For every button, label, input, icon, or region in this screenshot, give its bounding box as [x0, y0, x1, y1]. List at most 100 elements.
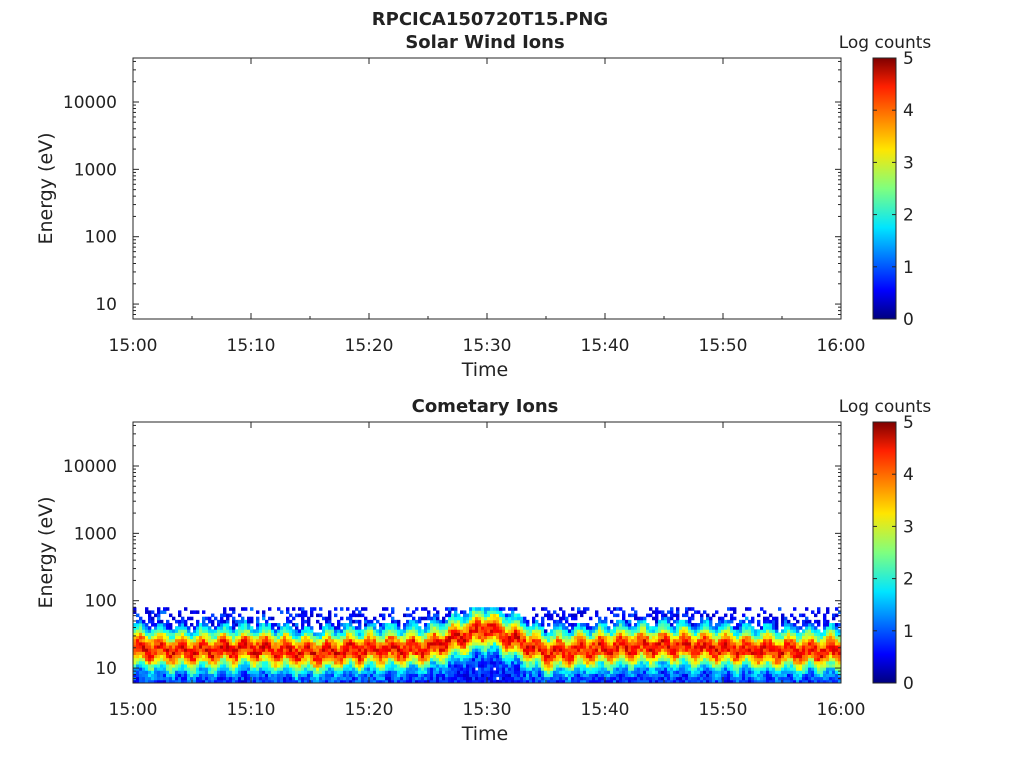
spectrogram-cell	[487, 664, 491, 668]
spectrogram-cell	[553, 660, 557, 665]
spectrogram-cell	[520, 673, 524, 678]
spectrogram-cell	[649, 670, 653, 674]
spectrogram-cell	[325, 670, 329, 674]
spectrogram-cell	[454, 629, 458, 633]
spectrogram-cell	[433, 629, 437, 633]
spectrogram-cell	[163, 638, 167, 643]
spectrogram-cell	[403, 657, 407, 662]
spectrogram-cell	[412, 619, 416, 624]
spectrogram-cell	[346, 676, 350, 681]
spectrogram-cell	[421, 641, 425, 646]
spectrogram-cell	[229, 667, 233, 671]
spectrogram-cell	[271, 667, 275, 671]
spectrogram-cell	[427, 641, 431, 646]
spectrogram-cell	[775, 629, 779, 633]
spectrogram-cell	[556, 660, 560, 665]
spectrogram-cell	[574, 679, 578, 684]
spectrogram-cell	[691, 632, 695, 637]
spectrogram-cell	[730, 638, 734, 643]
spectrogram-cell	[220, 676, 224, 681]
spectrogram-cell	[535, 641, 539, 646]
spectrogram-cell	[523, 660, 527, 665]
spectrogram-cell	[247, 673, 251, 678]
spectrogram-cell	[436, 648, 440, 652]
spectrogram-cell	[817, 673, 821, 678]
spectrogram-cell	[169, 623, 173, 627]
spectrogram-cell	[475, 626, 479, 630]
spectrogram-cell	[733, 638, 737, 643]
spectrogram-cell	[571, 613, 575, 618]
spectrogram-cell	[454, 664, 458, 668]
spectrogram-cell	[499, 626, 503, 630]
spectrogram-cell	[454, 660, 458, 665]
spectrogram-cell	[667, 676, 671, 681]
spectrogram-cell	[433, 673, 437, 678]
spectrogram-cell	[334, 651, 338, 655]
spectrogram-cell	[397, 645, 401, 649]
spectrogram-cell	[784, 632, 788, 637]
spectrogram-cell	[568, 670, 572, 674]
spectrogram-cell	[289, 635, 293, 640]
spectrogram-cell	[766, 616, 770, 621]
spectrogram-cell	[187, 651, 191, 655]
spectrogram-cell	[139, 673, 143, 678]
spectrogram-cell	[655, 651, 659, 655]
spectrogram-cell	[157, 607, 161, 611]
spectrogram-cell	[223, 613, 227, 618]
spectrogram-cell	[748, 641, 752, 646]
spectrogram-cell	[745, 629, 749, 633]
spectrogram-cell	[355, 648, 359, 652]
spectrogram-cell	[499, 679, 503, 684]
spectrogram-cell	[331, 626, 335, 630]
spectrogram-cell	[238, 679, 242, 684]
spectrogram-cell	[646, 667, 650, 671]
spectrogram-cell	[454, 657, 458, 662]
spectrogram-cell	[553, 635, 557, 640]
spectrogram-cell	[661, 641, 665, 646]
spectrogram-cell	[511, 657, 515, 662]
spectrogram-cell	[232, 632, 236, 637]
spectrogram-cell	[556, 679, 560, 684]
spectrogram-cell	[637, 629, 641, 633]
spectrogram-cell	[601, 645, 605, 649]
spectrogram-cell	[739, 667, 743, 671]
spectrogram-cell	[211, 667, 215, 671]
spectrogram-cell	[202, 679, 206, 684]
spectrogram-cell	[748, 648, 752, 652]
spectrogram-cell	[718, 670, 722, 674]
spectrogram-cell	[490, 664, 494, 668]
spectrogram-cell	[673, 660, 677, 665]
spectrogram-cell	[607, 660, 611, 665]
spectrogram-cell	[583, 629, 587, 633]
spectrogram-cell	[661, 610, 665, 614]
spectrogram-cell	[406, 679, 410, 684]
spectrogram-cell	[220, 670, 224, 674]
spectrogram-cell	[745, 632, 749, 637]
spectrogram-cell	[709, 670, 713, 674]
spectrogram-cell	[205, 623, 209, 627]
spectrogram-cell	[301, 629, 305, 633]
spectrogram-cell	[433, 607, 437, 611]
spectrogram-cell	[511, 635, 515, 640]
spectrogram-cell	[490, 623, 494, 627]
spectrogram-cell	[265, 626, 269, 630]
spectrogram-cell	[352, 638, 356, 643]
spectrogram-cell	[769, 626, 773, 630]
spectrogram-cell	[181, 638, 185, 643]
spectrogram-cell	[574, 667, 578, 671]
spectrogram-cell	[520, 679, 524, 684]
spectrogram-cell	[823, 641, 827, 646]
spectrogram-cell	[358, 626, 362, 630]
spectrogram-cell	[256, 645, 260, 649]
spectrogram-cell	[526, 635, 530, 640]
spectrogram-cell	[448, 670, 452, 674]
spectrogram-cell	[283, 667, 287, 671]
spectrogram-cell	[484, 635, 488, 640]
spectrogram-cell	[547, 635, 551, 640]
spectrogram-cell	[463, 673, 467, 678]
spectrogram-cell	[304, 610, 308, 614]
spectrogram-cell	[328, 619, 332, 624]
spectrogram-cell	[337, 632, 341, 637]
spectrogram-cell	[409, 632, 413, 637]
spectrogram-cell	[673, 673, 677, 678]
